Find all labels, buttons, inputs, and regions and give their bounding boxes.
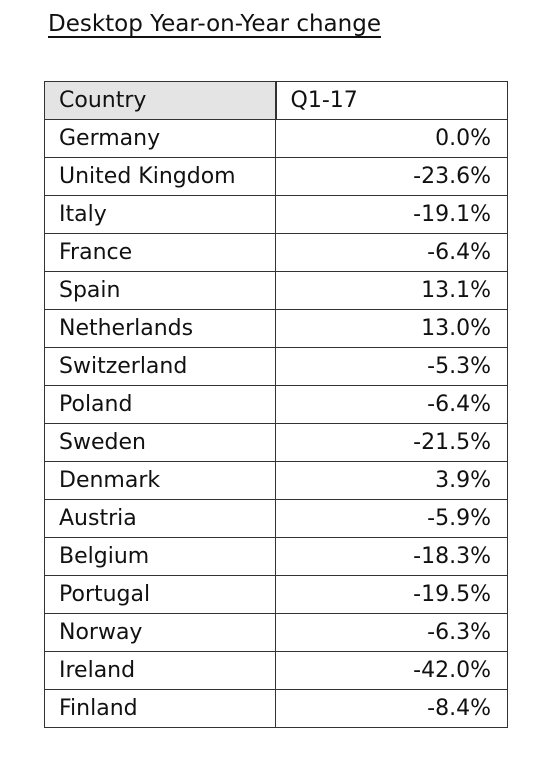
- country-cell: Belgium: [44, 537, 276, 576]
- value-cell: -19.5%: [275, 575, 508, 614]
- table-row: France -6.4%: [44, 233, 508, 272]
- value-cell: -6.4%: [275, 385, 508, 424]
- table-row: Portugal -19.5%: [44, 575, 508, 614]
- value-cell: 13.0%: [275, 309, 508, 348]
- value-cell: -6.4%: [275, 233, 508, 272]
- country-cell: Austria: [44, 499, 276, 538]
- table-row: Denmark 3.9%: [44, 461, 508, 500]
- table-row: Netherlands 13.0%: [44, 309, 508, 348]
- value-cell: -23.6%: [275, 157, 508, 196]
- country-cell: Finland: [44, 689, 276, 728]
- value-cell: 13.1%: [275, 271, 508, 310]
- value-cell: -42.0%: [275, 651, 508, 690]
- value-cell: -19.1%: [275, 195, 508, 234]
- value-cell: -5.9%: [275, 499, 508, 538]
- country-cell: Norway: [44, 613, 276, 652]
- page-title: Desktop Year-on-Year change: [48, 11, 381, 37]
- value-cell: 0.0%: [275, 119, 508, 158]
- country-cell: Denmark: [44, 461, 276, 500]
- table-row: Austria -5.9%: [44, 499, 508, 538]
- country-cell: Italy: [44, 195, 276, 234]
- column-header-q1-17: Q1-17: [275, 81, 508, 120]
- table-row: Sweden -21.5%: [44, 423, 508, 462]
- country-cell: Ireland: [44, 651, 276, 690]
- table-row: United Kingdom -23.6%: [44, 157, 508, 196]
- header-row: Country Q1-17: [44, 81, 508, 120]
- table-row: Switzerland -5.3%: [44, 347, 508, 386]
- table-row: Poland -6.4%: [44, 385, 508, 424]
- value-cell: -8.4%: [275, 689, 508, 728]
- table-row: Italy -19.1%: [44, 195, 508, 234]
- country-cell: Sweden: [44, 423, 276, 462]
- table-row: Norway -6.3%: [44, 613, 508, 652]
- value-cell: -5.3%: [275, 347, 508, 386]
- country-cell: Germany: [44, 119, 276, 158]
- country-cell: Portugal: [44, 575, 276, 614]
- table-row: Belgium -18.3%: [44, 537, 508, 576]
- country-cell: United Kingdom: [44, 157, 276, 196]
- country-cell: France: [44, 233, 276, 272]
- value-cell: 3.9%: [275, 461, 508, 500]
- value-cell: -18.3%: [275, 537, 508, 576]
- data-table: Country Q1-17 Germany 0.0% United Kingdom…: [44, 81, 508, 728]
- table-row: Ireland -42.0%: [44, 651, 508, 690]
- country-cell: Netherlands: [44, 309, 276, 348]
- country-cell: Poland: [44, 385, 276, 424]
- value-cell: -21.5%: [275, 423, 508, 462]
- country-cell: Switzerland: [44, 347, 276, 386]
- table-row: Germany 0.0%: [44, 119, 508, 158]
- value-cell: -6.3%: [275, 613, 508, 652]
- country-cell: Spain: [44, 271, 276, 310]
- column-header-country: Country: [44, 81, 277, 120]
- table-row: Finland -8.4%: [44, 689, 508, 728]
- table-row: Spain 13.1%: [44, 271, 508, 310]
